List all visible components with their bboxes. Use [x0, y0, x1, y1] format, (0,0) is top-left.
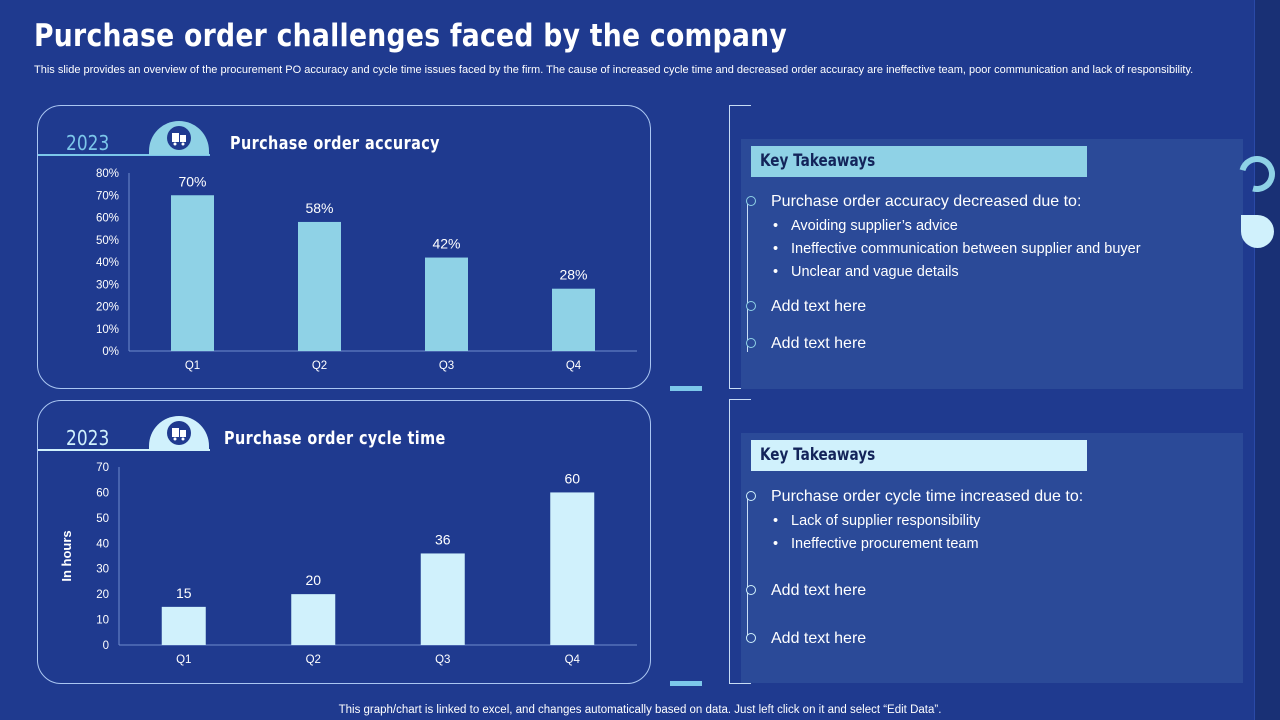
takeaway-main: Purchase order accuracy decreased due to… [746, 193, 1081, 211]
takeaway-placeholder: Add text here [746, 630, 866, 648]
right-edge-strip [1254, 0, 1280, 720]
takeaway-sub-item: Avoiding supplier’s advice [773, 218, 958, 234]
takeaways-header: Key Takeaways [751, 440, 1087, 471]
cycle-time-takeaways-box: Key Takeaways Purchase order cycle time … [741, 433, 1243, 683]
connector-line [729, 105, 730, 389]
connector-stub [670, 386, 702, 391]
takeaways-timeline [747, 202, 748, 352]
cycle-time-icon-tab [149, 416, 209, 450]
accuracy-header-rule [38, 154, 210, 156]
takeaway-main: Purchase order cycle time increased due … [746, 488, 1083, 506]
takeaway-sub-item: Unclear and vague details [773, 264, 959, 280]
accuracy-year: 2023 [66, 131, 110, 155]
takeaway-placeholder: Add text here [746, 582, 866, 600]
takeaway-placeholder: Add text here [746, 298, 866, 316]
takeaway-sub-item: Lack of supplier responsibility [773, 513, 980, 529]
bullet-dot-icon [746, 338, 756, 348]
takeaway-placeholder: Add text here [746, 335, 866, 353]
accuracy-panel-title: Purchase order accuracy [230, 133, 440, 154]
bullet-dot-icon [746, 301, 756, 311]
bullet-dot-icon [746, 491, 756, 501]
takeaway-sub-item: Ineffective communication between suppli… [773, 241, 1141, 257]
bullet-dot-icon [746, 196, 756, 206]
decorative-drop-icon [1241, 215, 1274, 248]
bullet-dot-icon [746, 633, 756, 643]
accuracy-takeaways-box: Key Takeaways Purchase order accuracy de… [741, 139, 1243, 389]
connector-line [729, 388, 751, 389]
cycle-time-panel-title: Purchase order cycle time [224, 428, 446, 449]
accuracy-icon-tab [149, 121, 209, 155]
page-subtitle: This slide provides an overview of the p… [34, 64, 1194, 76]
cycle-time-header-rule [38, 449, 210, 451]
connector-line [729, 683, 751, 684]
cycle-time-year: 2023 [66, 426, 110, 450]
purchase-order-icon [167, 126, 191, 150]
connector-line [729, 105, 751, 106]
cycle-time-panel: 2023 Purchase order cycle time [37, 400, 651, 684]
takeaway-sub-item: Ineffective procurement team [773, 536, 978, 552]
accuracy-panel: 2023 Purchase order accuracy [37, 105, 651, 389]
connector-line [729, 399, 730, 684]
footer-note: This graph/chart is linked to excel, and… [338, 704, 942, 716]
takeaways-header: Key Takeaways [751, 146, 1087, 177]
takeaways-timeline [747, 496, 748, 640]
purchase-order-icon [167, 421, 191, 445]
page-title: Purchase order challenges faced by the c… [34, 18, 788, 54]
connector-line [729, 399, 751, 400]
bullet-dot-icon [746, 585, 756, 595]
connector-stub [670, 681, 702, 686]
